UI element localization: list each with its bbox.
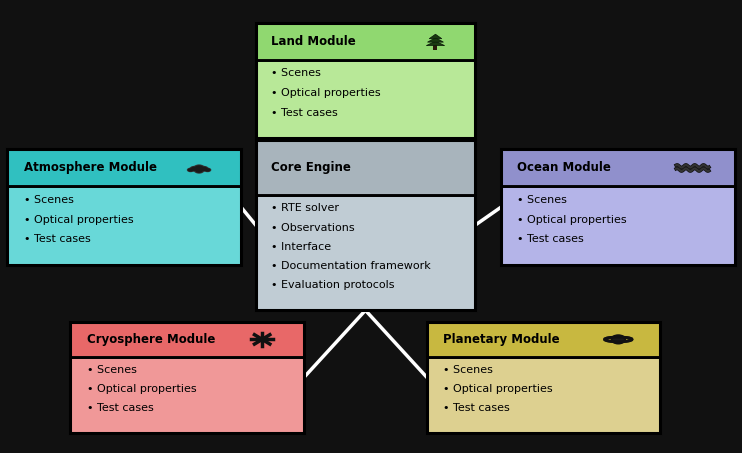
Circle shape — [189, 166, 199, 172]
FancyBboxPatch shape — [70, 357, 304, 433]
Text: Planetary Module: Planetary Module — [443, 333, 559, 346]
Text: • Scenes: • Scenes — [24, 195, 73, 205]
Text: • RTE solver: • RTE solver — [272, 203, 339, 213]
Text: • Optical properties: • Optical properties — [272, 88, 381, 98]
Bar — [427, 322, 660, 433]
Text: Land Module: Land Module — [272, 34, 356, 48]
Circle shape — [200, 167, 208, 171]
Bar — [7, 149, 241, 265]
Circle shape — [194, 167, 204, 173]
Circle shape — [611, 335, 625, 343]
FancyBboxPatch shape — [256, 195, 475, 310]
Circle shape — [195, 168, 203, 173]
Circle shape — [188, 168, 194, 172]
Text: • Scenes: • Scenes — [87, 366, 137, 376]
FancyBboxPatch shape — [427, 357, 660, 433]
Text: • Optical properties: • Optical properties — [24, 215, 134, 225]
Polygon shape — [429, 34, 441, 39]
Text: Ocean Module: Ocean Module — [517, 161, 611, 174]
FancyBboxPatch shape — [256, 23, 475, 60]
FancyBboxPatch shape — [7, 187, 241, 265]
Text: • Optical properties: • Optical properties — [517, 215, 627, 225]
Text: • Observations: • Observations — [272, 222, 355, 232]
Circle shape — [199, 166, 209, 172]
Bar — [70, 322, 304, 433]
FancyBboxPatch shape — [501, 149, 735, 187]
FancyBboxPatch shape — [256, 140, 475, 195]
Text: Cryosphere Module: Cryosphere Module — [87, 333, 215, 346]
Circle shape — [193, 164, 205, 172]
FancyBboxPatch shape — [70, 322, 304, 357]
Text: Atmosphere Module: Atmosphere Module — [24, 161, 157, 174]
Text: • Interface: • Interface — [272, 242, 332, 252]
Text: • Scenes: • Scenes — [443, 366, 493, 376]
Text: • Evaluation protocols: • Evaluation protocols — [272, 280, 395, 290]
Text: • Scenes: • Scenes — [517, 195, 567, 205]
Text: Core Engine: Core Engine — [272, 161, 351, 174]
Polygon shape — [427, 38, 444, 42]
Polygon shape — [427, 41, 444, 46]
Bar — [433, 44, 438, 50]
Circle shape — [191, 167, 198, 171]
FancyBboxPatch shape — [427, 322, 660, 357]
Text: • Test cases: • Test cases — [87, 403, 154, 413]
Text: • Scenes: • Scenes — [272, 68, 321, 78]
FancyBboxPatch shape — [501, 187, 735, 265]
FancyBboxPatch shape — [256, 60, 475, 138]
Bar — [256, 140, 475, 310]
Text: • Test cases: • Test cases — [24, 235, 91, 245]
Text: • Test cases: • Test cases — [443, 403, 510, 413]
Circle shape — [204, 168, 211, 172]
FancyBboxPatch shape — [7, 149, 241, 187]
Text: • Optical properties: • Optical properties — [443, 384, 553, 394]
Circle shape — [187, 168, 194, 172]
Circle shape — [205, 168, 211, 172]
Bar — [501, 149, 735, 265]
Circle shape — [194, 165, 203, 171]
Text: • Test cases: • Test cases — [517, 235, 584, 245]
Text: • Documentation framework: • Documentation framework — [272, 261, 431, 271]
Text: • Test cases: • Test cases — [272, 108, 338, 118]
Bar — [256, 23, 475, 138]
Text: • Optical properties: • Optical properties — [87, 384, 197, 394]
